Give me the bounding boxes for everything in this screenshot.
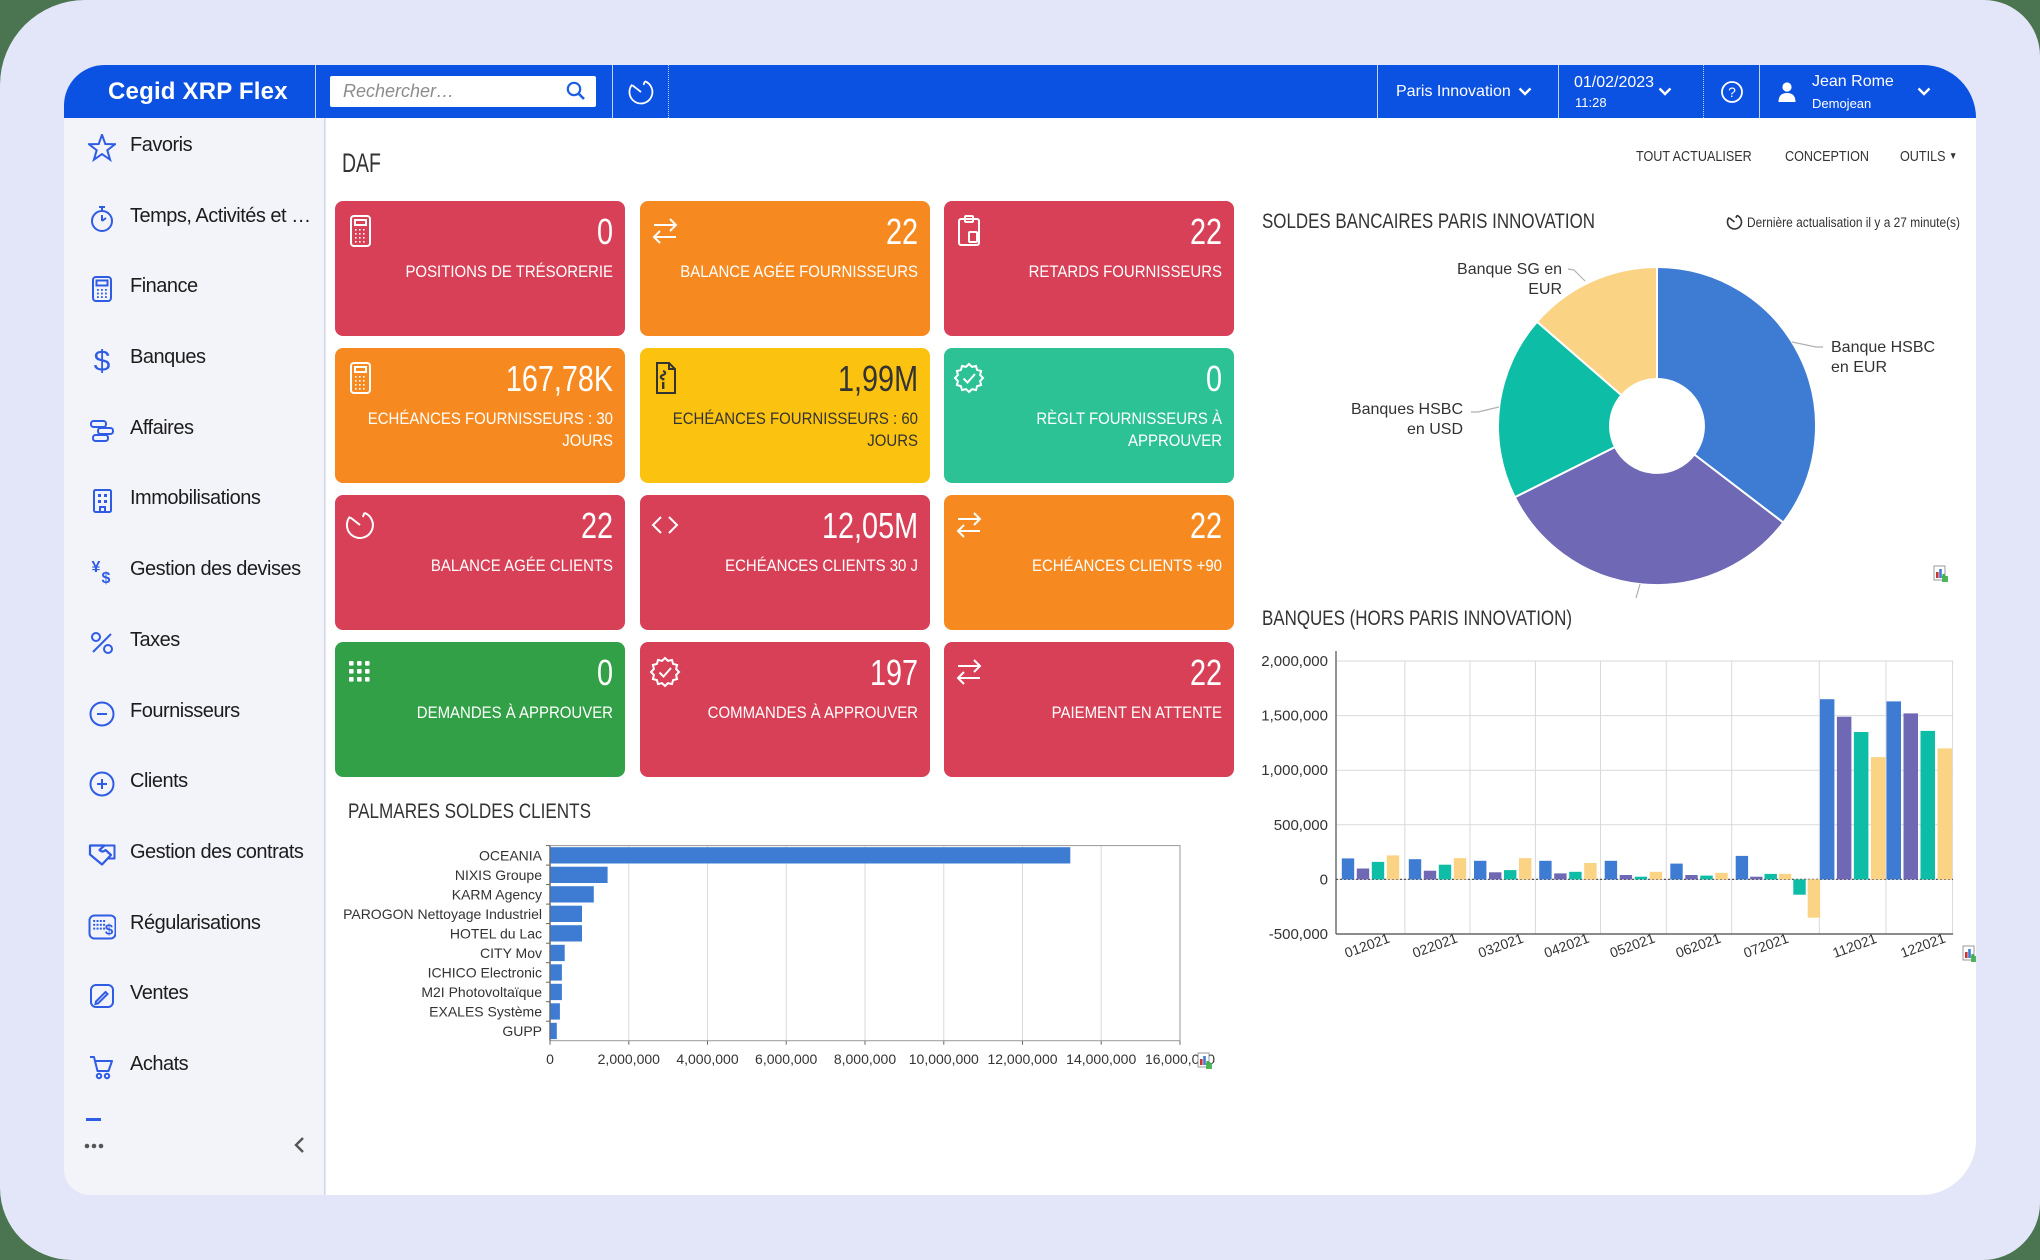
svg-text:CITY Mov: CITY Mov	[480, 945, 542, 961]
svg-text:0: 0	[1320, 871, 1328, 888]
svg-text:$: $	[105, 922, 114, 939]
svg-text:EXALES Système: EXALES Système	[429, 1003, 542, 1019]
svg-text:GUPP: GUPP	[502, 1023, 542, 1039]
svg-text:1,000,000: 1,000,000	[1261, 762, 1328, 779]
svg-text:2,000,000: 2,000,000	[1261, 653, 1328, 670]
svg-text:500,000: 500,000	[1274, 817, 1328, 834]
svg-text:Dernière actualisation il y a: Dernière actualisation il y a 27 minute(…	[1747, 215, 1960, 230]
svg-text:PAROGON Nettoyage Industriel: PAROGON Nettoyage Industriel	[343, 906, 542, 922]
svg-text:en USD: en USD	[1407, 421, 1463, 438]
svg-text:¥: ¥	[92, 559, 101, 576]
svg-text:M2I Photovoltaïque: M2I Photovoltaïque	[421, 984, 542, 1000]
svg-text:6,000,000: 6,000,000	[755, 1051, 817, 1067]
svg-text:14,000,000: 14,000,000	[1066, 1051, 1136, 1067]
svg-text:SOLDES BANCAIRES PARIS INNOVAT: SOLDES BANCAIRES PARIS INNOVATION	[1262, 210, 1595, 233]
svg-text:$: $	[102, 570, 111, 586]
svg-text:$: $	[94, 346, 111, 374]
svg-text:Banques HSBC: Banques HSBC	[1351, 401, 1463, 418]
svg-text:?: ?	[1728, 84, 1736, 100]
svg-text:1,500,000: 1,500,000	[1261, 708, 1328, 725]
svg-text:8,000,000: 8,000,000	[834, 1051, 896, 1067]
svg-text:10,000,000: 10,000,000	[909, 1051, 979, 1067]
svg-text:OCEANIA: OCEANIA	[479, 847, 543, 863]
svg-text:-500,000: -500,000	[1269, 926, 1328, 943]
svg-text:en EUR: en EUR	[1831, 359, 1887, 376]
svg-text:BANQUES (HORS PARIS INNOVATION: BANQUES (HORS PARIS INNOVATION)	[1262, 607, 1572, 630]
svg-text:2,000,000: 2,000,000	[598, 1051, 660, 1067]
svg-text:NIXIS Groupe: NIXIS Groupe	[455, 867, 542, 883]
svg-text:HOTEL du Lac: HOTEL du Lac	[450, 925, 542, 941]
svg-text:0: 0	[546, 1051, 554, 1067]
svg-text:4,000,000: 4,000,000	[676, 1051, 738, 1067]
svg-text:ICHICO Electronic: ICHICO Electronic	[428, 964, 542, 980]
svg-text:PALMARES SOLDES CLIENTS: PALMARES SOLDES CLIENTS	[348, 800, 591, 823]
svg-text:KARM Agency: KARM Agency	[452, 886, 542, 902]
svg-text:EUR: EUR	[1528, 281, 1562, 298]
svg-text:Banque SG en: Banque SG en	[1457, 261, 1562, 278]
svg-text:12,000,000: 12,000,000	[987, 1051, 1057, 1067]
svg-text:Banque HSBC: Banque HSBC	[1831, 339, 1935, 356]
